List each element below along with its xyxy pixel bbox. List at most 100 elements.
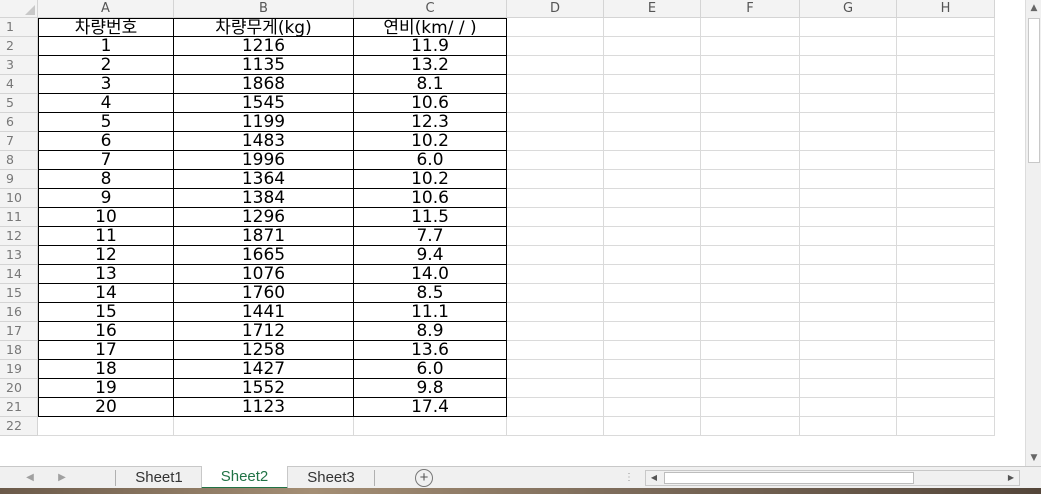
cell-c5[interactable]: 10.6	[354, 94, 507, 113]
cell-h18[interactable]	[897, 341, 995, 360]
cell-c22[interactable]	[354, 417, 507, 436]
row-header-21[interactable]: 21	[0, 398, 38, 417]
cell-d9[interactable]	[507, 170, 604, 189]
cell-f22[interactable]	[701, 417, 800, 436]
cell-f3[interactable]	[701, 56, 800, 75]
cell-c20[interactable]: 9.8	[354, 379, 507, 398]
cell-b11[interactable]: 1296	[174, 208, 354, 227]
tab-splitter-handle[interactable]: ⋮	[624, 472, 634, 483]
cell-b18[interactable]: 1258	[174, 341, 354, 360]
cell-d6[interactable]	[507, 113, 604, 132]
cell-e6[interactable]	[604, 113, 701, 132]
row-header-8[interactable]: 8	[0, 151, 38, 170]
cell-f15[interactable]	[701, 284, 800, 303]
cell-h8[interactable]	[897, 151, 995, 170]
cell-c8[interactable]: 6.0	[354, 151, 507, 170]
cell-c10[interactable]: 10.6	[354, 189, 507, 208]
row-header-19[interactable]: 19	[0, 360, 38, 379]
cell-g2[interactable]	[800, 37, 897, 56]
cell-h16[interactable]	[897, 303, 995, 322]
cell-f9[interactable]	[701, 170, 800, 189]
cell-d5[interactable]	[507, 94, 604, 113]
cell-e20[interactable]	[604, 379, 701, 398]
cell-e12[interactable]	[604, 227, 701, 246]
add-sheet-plus-icon[interactable]: +	[415, 469, 433, 487]
cell-d12[interactable]	[507, 227, 604, 246]
cell-g10[interactable]	[800, 189, 897, 208]
row-header-17[interactable]: 17	[0, 322, 38, 341]
table-header-cell[interactable]: 차량번호	[38, 18, 174, 37]
cell-a3[interactable]: 2	[38, 56, 174, 75]
cell-a6[interactable]: 5	[38, 113, 174, 132]
cell-f12[interactable]	[701, 227, 800, 246]
cell-b20[interactable]: 1552	[174, 379, 354, 398]
cell-d16[interactable]	[507, 303, 604, 322]
cell-g9[interactable]	[800, 170, 897, 189]
cell-g17[interactable]	[800, 322, 897, 341]
cell-e11[interactable]	[604, 208, 701, 227]
cell-g7[interactable]	[800, 132, 897, 151]
row-header-18[interactable]: 18	[0, 341, 38, 360]
column-header-h[interactable]: H	[897, 0, 995, 18]
cell-b14[interactable]: 1076	[174, 265, 354, 284]
cell-f1[interactable]	[701, 18, 800, 37]
cell-a16[interactable]: 15	[38, 303, 174, 322]
column-header-e[interactable]: E	[604, 0, 701, 18]
cell-g18[interactable]	[800, 341, 897, 360]
cell-d1[interactable]	[507, 18, 604, 37]
cell-e19[interactable]	[604, 360, 701, 379]
cell-e4[interactable]	[604, 75, 701, 94]
cell-a17[interactable]: 16	[38, 322, 174, 341]
cell-c19[interactable]: 6.0	[354, 360, 507, 379]
cell-f6[interactable]	[701, 113, 800, 132]
cell-c21[interactable]: 17.4	[354, 398, 507, 417]
vertical-scrollbar[interactable]: ▲ ▼	[1025, 0, 1041, 466]
cell-h14[interactable]	[897, 265, 995, 284]
scroll-right-arrow-icon[interactable]: ▶	[1007, 473, 1015, 482]
cell-f19[interactable]	[701, 360, 800, 379]
cell-c7[interactable]: 10.2	[354, 132, 507, 151]
row-header-9[interactable]: 9	[0, 170, 38, 189]
sheet-tab-sheet3[interactable]: Sheet3	[307, 469, 355, 486]
cell-f21[interactable]	[701, 398, 800, 417]
cell-c18[interactable]: 13.6	[354, 341, 507, 360]
cell-a22[interactable]	[38, 417, 174, 436]
cell-f5[interactable]	[701, 94, 800, 113]
cell-d11[interactable]	[507, 208, 604, 227]
cell-f11[interactable]	[701, 208, 800, 227]
cell-e14[interactable]	[604, 265, 701, 284]
cell-a10[interactable]: 9	[38, 189, 174, 208]
cell-c3[interactable]: 13.2	[354, 56, 507, 75]
cell-d2[interactable]	[507, 37, 604, 56]
cell-e3[interactable]	[604, 56, 701, 75]
cell-g8[interactable]	[800, 151, 897, 170]
cell-a7[interactable]: 6	[38, 132, 174, 151]
cell-e13[interactable]	[604, 246, 701, 265]
cell-g14[interactable]	[800, 265, 897, 284]
column-header-g[interactable]: G	[800, 0, 897, 18]
prev-sheet-arrow-icon[interactable]: ◀	[26, 472, 34, 483]
cell-f10[interactable]	[701, 189, 800, 208]
cell-g13[interactable]	[800, 246, 897, 265]
cell-f16[interactable]	[701, 303, 800, 322]
cell-a4[interactable]: 3	[38, 75, 174, 94]
cell-b15[interactable]: 1760	[174, 284, 354, 303]
cell-c12[interactable]: 7.7	[354, 227, 507, 246]
column-header-b[interactable]: B	[174, 0, 354, 18]
scroll-left-arrow-icon[interactable]: ◀	[650, 473, 658, 482]
cell-d4[interactable]	[507, 75, 604, 94]
cell-b12[interactable]: 1871	[174, 227, 354, 246]
row-header-4[interactable]: 4	[0, 75, 38, 94]
row-header-15[interactable]: 15	[0, 284, 38, 303]
cell-d13[interactable]	[507, 246, 604, 265]
table-header-cell[interactable]: 연비(km/ / )	[354, 18, 507, 37]
cell-a12[interactable]: 11	[38, 227, 174, 246]
cell-f18[interactable]	[701, 341, 800, 360]
cell-g5[interactable]	[800, 94, 897, 113]
cell-h7[interactable]	[897, 132, 995, 151]
cell-c11[interactable]: 11.5	[354, 208, 507, 227]
cell-g19[interactable]	[800, 360, 897, 379]
cell-e8[interactable]	[604, 151, 701, 170]
cell-a13[interactable]: 12	[38, 246, 174, 265]
cell-c13[interactable]: 9.4	[354, 246, 507, 265]
